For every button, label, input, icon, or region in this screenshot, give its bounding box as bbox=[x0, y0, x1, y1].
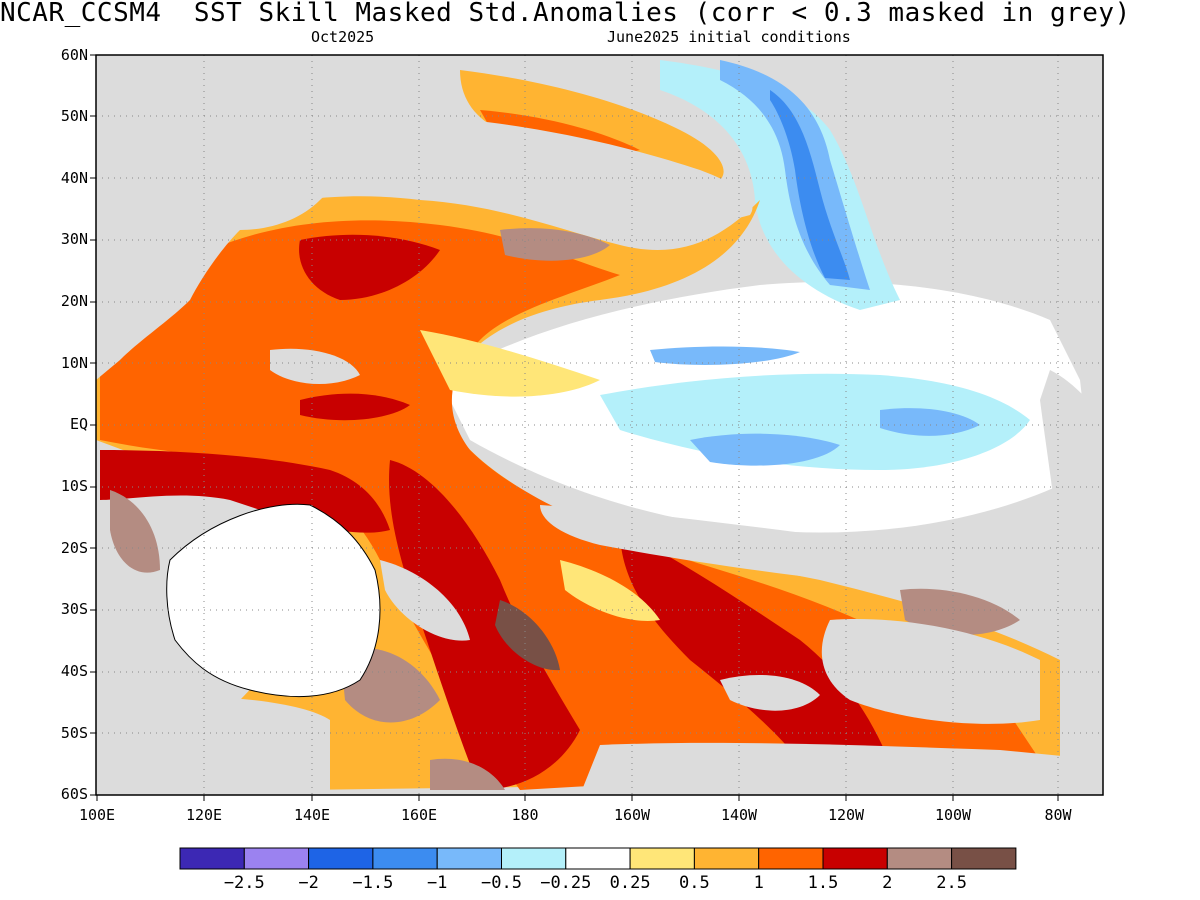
lat-label: 20N bbox=[60, 292, 88, 310]
colorbar-swatch bbox=[372, 847, 438, 870]
colorbar-swatch bbox=[308, 847, 374, 870]
chart-title: NCAR_CCSM4 SST Skill Masked Std.Anomalie… bbox=[0, 0, 1131, 28]
warm-anomaly bbox=[620, 530, 900, 790]
lon-label: 80W bbox=[1044, 806, 1072, 824]
skill-mask bbox=[470, 120, 753, 222]
colorbar-label: 0.25 bbox=[609, 873, 651, 893]
lon-label: 180 bbox=[511, 806, 539, 824]
lat-label: 40N bbox=[60, 169, 88, 187]
colorbar-swatch bbox=[758, 847, 824, 870]
skill-mask bbox=[580, 742, 1103, 795]
colorbar-swatch bbox=[822, 847, 888, 870]
lat-label: 40S bbox=[60, 662, 88, 680]
warm-anomaly bbox=[560, 560, 660, 621]
colorbar-swatch bbox=[693, 847, 760, 870]
skill-mask bbox=[720, 675, 820, 711]
land-north-america bbox=[1000, 55, 1103, 330]
skill-mask bbox=[380, 560, 470, 641]
strong-warm-anomaly bbox=[900, 588, 1020, 635]
colorbar-swatch bbox=[436, 847, 503, 870]
lon-label: 160W bbox=[613, 806, 651, 824]
lat-label: 60N bbox=[60, 46, 88, 64]
cool-anomaly bbox=[650, 346, 800, 365]
colorbar-swatch bbox=[951, 847, 1017, 870]
colorbar-swatch bbox=[629, 847, 695, 870]
lat-label: 30N bbox=[60, 230, 88, 248]
colorbar-swatch bbox=[243, 847, 310, 870]
colorbar-label: 2.5 bbox=[936, 873, 967, 893]
colorbar-label: −2 bbox=[298, 873, 319, 893]
cool-anomaly bbox=[770, 90, 850, 280]
colorbar bbox=[179, 847, 1017, 870]
strong-warm-anomaly bbox=[495, 600, 560, 671]
lat-label: EQ bbox=[69, 415, 88, 433]
land-asia bbox=[96, 55, 460, 380]
strong-warm-anomaly bbox=[430, 758, 505, 790]
initial-conditions: June2025 initial conditions bbox=[607, 28, 851, 46]
colorbar-label: 1.5 bbox=[807, 873, 839, 893]
colorbar-swatch bbox=[565, 847, 631, 870]
skill-mask bbox=[270, 348, 360, 385]
colorbar-label: −1 bbox=[426, 873, 448, 893]
warm-anomaly bbox=[299, 234, 440, 300]
land-australia bbox=[166, 503, 381, 697]
forecast-month: Oct2025 bbox=[311, 28, 375, 46]
colorbar-swatch bbox=[886, 847, 953, 870]
colorbar-label: −1.5 bbox=[352, 873, 394, 893]
lat-label: 10N bbox=[60, 354, 88, 372]
skill-mask bbox=[96, 696, 330, 795]
lat-label: 10S bbox=[60, 477, 88, 495]
warm-anomaly bbox=[300, 393, 410, 421]
colorbar-label: 2 bbox=[882, 873, 893, 893]
warm-anomaly bbox=[389, 460, 580, 790]
colorbar-label: 1 bbox=[753, 873, 764, 893]
lon-label: 160E bbox=[400, 806, 438, 824]
colorbar-swatch bbox=[179, 847, 245, 870]
lon-label: 140E bbox=[293, 806, 331, 824]
colorbar-swatch bbox=[501, 847, 567, 870]
colorbar-label: −0.25 bbox=[540, 873, 592, 893]
strong-warm-anomaly bbox=[110, 490, 160, 573]
lon-label: 120E bbox=[185, 806, 223, 824]
lon-label: 140W bbox=[720, 806, 758, 824]
lat-label: 60S bbox=[60, 785, 88, 803]
lat-label: 30S bbox=[60, 600, 88, 618]
lat-label: 20S bbox=[60, 539, 88, 557]
lat-label: 50N bbox=[60, 107, 88, 125]
cool-anomaly bbox=[690, 433, 840, 466]
land-south-america bbox=[1040, 370, 1103, 795]
lon-label: 100W bbox=[934, 806, 972, 824]
skill-mask bbox=[821, 619, 1040, 724]
axis-ticks bbox=[90, 54, 1059, 801]
colorbar-label: 0.5 bbox=[679, 873, 710, 893]
warm-anomaly bbox=[460, 70, 724, 180]
anomaly-field bbox=[96, 55, 1103, 795]
cool-anomaly bbox=[880, 408, 980, 436]
colorbar-label: −0.5 bbox=[481, 873, 522, 893]
skill-mask bbox=[540, 505, 1085, 587]
lat-label: 50S bbox=[60, 724, 88, 742]
lon-label: 100E bbox=[78, 806, 116, 824]
colorbar-label: −2.5 bbox=[223, 873, 265, 893]
lon-label: 120W bbox=[827, 806, 865, 824]
strong-warm-anomaly bbox=[500, 228, 610, 261]
